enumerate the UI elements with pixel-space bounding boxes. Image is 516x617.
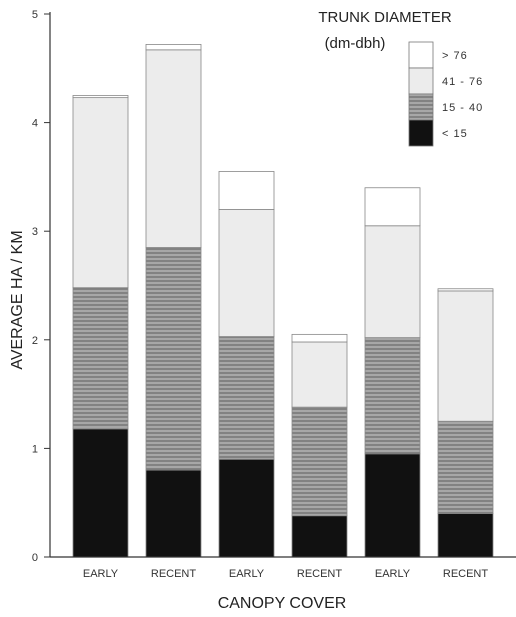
legend-swatch <box>408 119 434 147</box>
bar-segment <box>364 337 421 455</box>
bar-segment <box>364 225 421 339</box>
y-tick-label: 2 <box>32 335 38 347</box>
bar-segment <box>291 406 348 517</box>
bars-group <box>72 44 494 558</box>
y-ticks-group: 0 1 2 3 4 5 <box>32 9 50 564</box>
y-tick-label: 4 <box>32 118 38 130</box>
x-labels-group: EARLY RECENT EARLY RECENT EARLY RECENT <box>83 568 489 580</box>
axes-group <box>49 12 516 558</box>
legend-items: > 76 41 - 76 15 - 40 < 15 <box>408 41 483 147</box>
y-tick-label: 3 <box>32 226 38 238</box>
bar-segment <box>437 290 494 422</box>
legend-title-line2: (dm-dbh) <box>325 35 386 52</box>
x-tick-label: EARLY <box>375 568 411 580</box>
x-tick-label: RECENT <box>151 568 197 580</box>
bar-segment <box>291 341 348 408</box>
bar-segment <box>437 513 494 558</box>
bar-segment <box>437 420 494 514</box>
legend-swatch <box>408 41 434 69</box>
bar-segment <box>364 453 421 558</box>
y-tick-label: 0 <box>32 552 38 564</box>
bar-segment <box>72 97 129 289</box>
bar-segment <box>145 247 202 471</box>
bar-segment <box>437 288 494 292</box>
y-axis-title: AVERAGE HA / KM <box>9 230 26 369</box>
bar-segment <box>145 469 202 558</box>
legend-label: 15 - 40 <box>442 102 483 114</box>
legend-swatch <box>408 67 434 95</box>
bar-segment <box>72 428 129 558</box>
x-axis-title: CANOPY COVER <box>218 595 347 612</box>
bar-segment <box>72 287 129 430</box>
bar-segment <box>145 49 202 248</box>
legend-label: > 76 <box>442 50 468 62</box>
legend-title-line1: TRUNK DIAMETER <box>318 9 452 26</box>
bar-segment <box>218 171 275 210</box>
bar-segment <box>72 95 129 99</box>
bar-segment <box>145 44 202 51</box>
bar-segment <box>291 515 348 558</box>
legend-swatch <box>408 93 434 121</box>
bar-segment <box>364 187 421 227</box>
bar-segment <box>291 333 348 343</box>
bar-segment <box>218 336 275 460</box>
y-tick-label: 5 <box>32 9 38 21</box>
x-tick-label: RECENT <box>297 568 343 580</box>
bar-segment <box>218 458 275 558</box>
bar-segment <box>218 209 275 337</box>
x-tick-label: EARLY <box>229 568 265 580</box>
y-tick-label: 1 <box>32 443 38 455</box>
x-tick-label: RECENT <box>443 568 489 580</box>
legend: TRUNK DIAMETER (dm-dbh) > 76 41 - 76 15 - … <box>318 9 483 147</box>
legend-label: < 15 <box>442 128 468 140</box>
legend-label: 41 - 76 <box>442 76 483 88</box>
x-tick-label: EARLY <box>83 568 119 580</box>
